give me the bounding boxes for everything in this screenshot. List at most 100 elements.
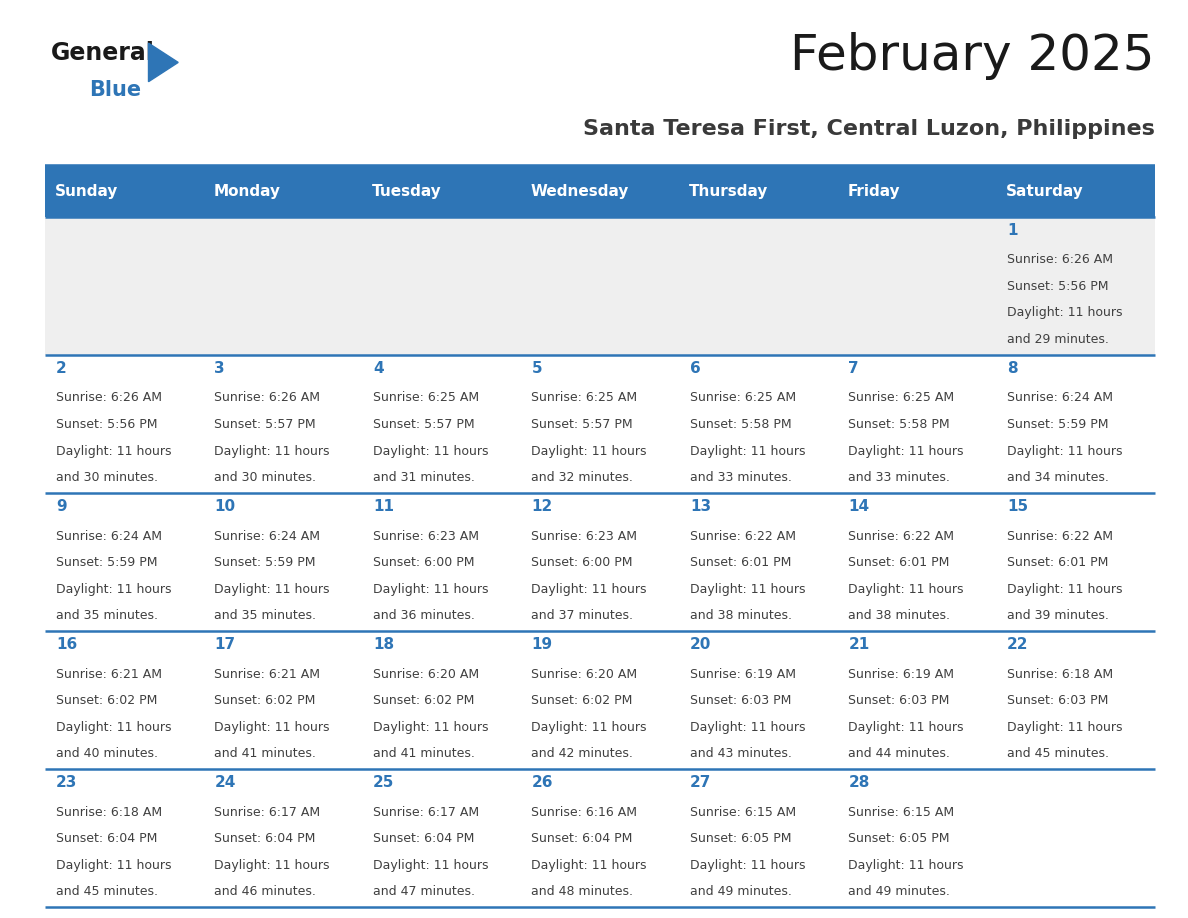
Text: Sunrise: 6:15 AM: Sunrise: 6:15 AM	[848, 806, 954, 819]
Text: Daylight: 11 hours: Daylight: 11 hours	[214, 858, 330, 872]
Bar	[838, 167, 997, 217]
Text: 24: 24	[214, 776, 235, 790]
Text: Daylight: 11 hours: Daylight: 11 hours	[214, 583, 330, 596]
Text: Sunset: 5:57 PM: Sunset: 5:57 PM	[531, 418, 633, 431]
Text: and 41 minutes.: and 41 minutes.	[373, 747, 475, 760]
Text: Sunrise: 6:21 AM: Sunrise: 6:21 AM	[214, 667, 321, 680]
Text: Daylight: 11 hours: Daylight: 11 hours	[373, 858, 488, 872]
Bar	[203, 493, 362, 631]
Text: Daylight: 11 hours: Daylight: 11 hours	[56, 858, 171, 872]
Text: 3: 3	[214, 361, 225, 376]
Text: Sunrise: 6:24 AM: Sunrise: 6:24 AM	[1007, 391, 1113, 405]
Text: Thursday: Thursday	[689, 185, 769, 199]
Text: Sunset: 6:02 PM: Sunset: 6:02 PM	[373, 694, 474, 707]
Text: Sunset: 6:00 PM: Sunset: 6:00 PM	[373, 556, 474, 569]
Bar	[680, 769, 838, 907]
Text: Sunset: 6:00 PM: Sunset: 6:00 PM	[531, 556, 633, 569]
Text: and 30 minutes.: and 30 minutes.	[214, 471, 316, 484]
Bar	[203, 769, 362, 907]
Text: Sunset: 6:02 PM: Sunset: 6:02 PM	[214, 694, 316, 707]
Text: and 49 minutes.: and 49 minutes.	[690, 885, 791, 899]
Text: Sunrise: 6:20 AM: Sunrise: 6:20 AM	[531, 667, 638, 680]
Text: General: General	[51, 41, 154, 65]
Text: 4: 4	[373, 361, 384, 376]
Bar	[362, 631, 520, 769]
Text: Sunrise: 6:23 AM: Sunrise: 6:23 AM	[373, 530, 479, 543]
Text: Sunset: 6:03 PM: Sunset: 6:03 PM	[690, 694, 791, 707]
Bar	[203, 217, 362, 354]
Text: 2: 2	[56, 361, 67, 376]
Text: Sunset: 6:04 PM: Sunset: 6:04 PM	[531, 833, 633, 845]
Text: Daylight: 11 hours: Daylight: 11 hours	[848, 583, 963, 596]
Text: and 33 minutes.: and 33 minutes.	[690, 471, 791, 484]
Text: and 39 minutes.: and 39 minutes.	[1007, 610, 1108, 622]
Text: 7: 7	[848, 361, 859, 376]
Bar	[203, 167, 362, 217]
Text: 12: 12	[531, 499, 552, 514]
Text: Sunrise: 6:22 AM: Sunrise: 6:22 AM	[690, 530, 796, 543]
Text: Sunrise: 6:26 AM: Sunrise: 6:26 AM	[1007, 253, 1113, 266]
Text: 20: 20	[690, 637, 712, 653]
Bar	[680, 631, 838, 769]
Text: 10: 10	[214, 499, 235, 514]
Text: Sunrise: 6:24 AM: Sunrise: 6:24 AM	[56, 530, 162, 543]
Bar	[520, 769, 680, 907]
Text: Sunset: 6:02 PM: Sunset: 6:02 PM	[531, 694, 633, 707]
Text: and 43 minutes.: and 43 minutes.	[690, 747, 791, 760]
Text: 26: 26	[531, 776, 552, 790]
Text: 25: 25	[373, 776, 394, 790]
Bar	[838, 769, 997, 907]
Text: Daylight: 11 hours: Daylight: 11 hours	[1007, 307, 1123, 319]
Text: Sunrise: 6:17 AM: Sunrise: 6:17 AM	[214, 806, 321, 819]
Text: and 44 minutes.: and 44 minutes.	[848, 747, 950, 760]
Text: and 47 minutes.: and 47 minutes.	[373, 885, 475, 899]
Text: Daylight: 11 hours: Daylight: 11 hours	[56, 721, 171, 733]
Text: Sunrise: 6:26 AM: Sunrise: 6:26 AM	[56, 391, 162, 405]
Text: Sunrise: 6:24 AM: Sunrise: 6:24 AM	[214, 530, 321, 543]
Text: Daylight: 11 hours: Daylight: 11 hours	[848, 721, 963, 733]
Text: 6: 6	[690, 361, 701, 376]
Text: Daylight: 11 hours: Daylight: 11 hours	[214, 721, 330, 733]
Text: 5: 5	[531, 361, 542, 376]
Text: 18: 18	[373, 637, 394, 653]
Bar	[45, 631, 203, 769]
Bar	[997, 493, 1155, 631]
Bar	[520, 354, 680, 493]
Bar	[45, 493, 203, 631]
Bar	[45, 769, 203, 907]
Text: Daylight: 11 hours: Daylight: 11 hours	[690, 721, 805, 733]
Text: 27: 27	[690, 776, 712, 790]
Text: 22: 22	[1007, 637, 1029, 653]
Text: 14: 14	[848, 499, 870, 514]
Text: Daylight: 11 hours: Daylight: 11 hours	[1007, 583, 1123, 596]
Text: Daylight: 11 hours: Daylight: 11 hours	[214, 444, 330, 457]
Text: Sunset: 6:03 PM: Sunset: 6:03 PM	[1007, 694, 1108, 707]
Text: Friday: Friday	[847, 185, 899, 199]
Text: Daylight: 11 hours: Daylight: 11 hours	[1007, 721, 1123, 733]
Text: Sunrise: 6:20 AM: Sunrise: 6:20 AM	[373, 667, 479, 680]
Text: Daylight: 11 hours: Daylight: 11 hours	[1007, 444, 1123, 457]
Bar	[838, 354, 997, 493]
Text: 8: 8	[1007, 361, 1018, 376]
Text: Sunset: 6:01 PM: Sunset: 6:01 PM	[690, 556, 791, 569]
Text: Daylight: 11 hours: Daylight: 11 hours	[690, 444, 805, 457]
Text: 19: 19	[531, 637, 552, 653]
Text: Daylight: 11 hours: Daylight: 11 hours	[531, 858, 647, 872]
Bar	[45, 354, 203, 493]
Text: 13: 13	[690, 499, 710, 514]
Text: Sunset: 5:59 PM: Sunset: 5:59 PM	[56, 556, 157, 569]
Text: Sunrise: 6:23 AM: Sunrise: 6:23 AM	[531, 530, 638, 543]
Text: 21: 21	[848, 637, 870, 653]
Bar	[680, 167, 838, 217]
Text: Daylight: 11 hours: Daylight: 11 hours	[531, 583, 647, 596]
Text: Daylight: 11 hours: Daylight: 11 hours	[56, 444, 171, 457]
Text: and 49 minutes.: and 49 minutes.	[848, 885, 950, 899]
Text: Sunset: 6:04 PM: Sunset: 6:04 PM	[373, 833, 474, 845]
Text: and 38 minutes.: and 38 minutes.	[848, 610, 950, 622]
Text: Daylight: 11 hours: Daylight: 11 hours	[531, 444, 647, 457]
Text: Sunset: 6:01 PM: Sunset: 6:01 PM	[848, 556, 949, 569]
Bar	[680, 493, 838, 631]
Text: Sunrise: 6:21 AM: Sunrise: 6:21 AM	[56, 667, 162, 680]
Text: Sunrise: 6:25 AM: Sunrise: 6:25 AM	[690, 391, 796, 405]
Text: Daylight: 11 hours: Daylight: 11 hours	[373, 444, 488, 457]
